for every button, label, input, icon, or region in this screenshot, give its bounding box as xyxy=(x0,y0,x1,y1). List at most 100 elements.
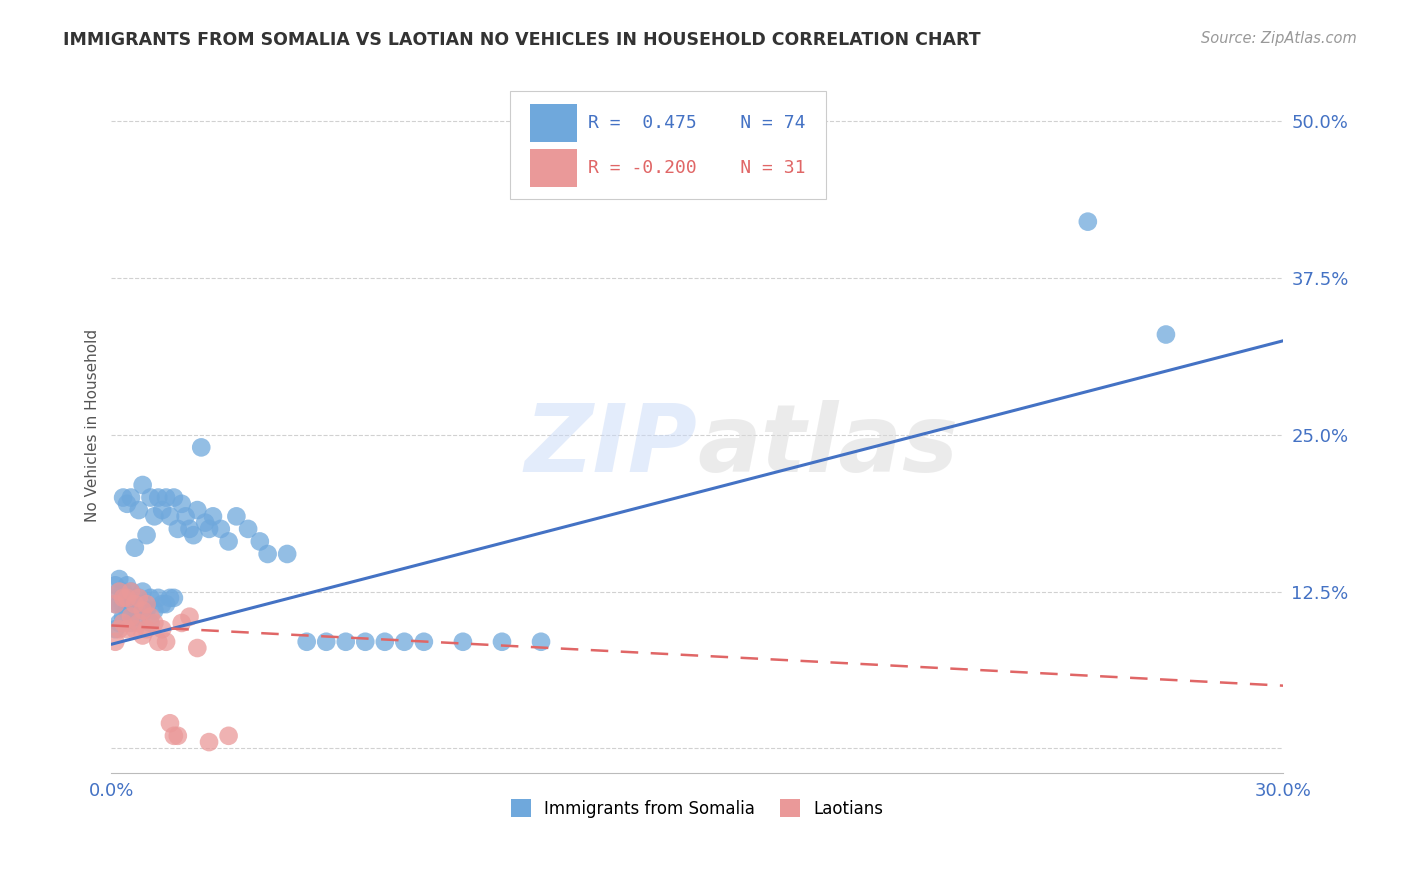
Point xyxy=(115,603,138,617)
Text: atlas: atlas xyxy=(697,401,959,492)
FancyBboxPatch shape xyxy=(530,103,576,142)
Point xyxy=(131,478,153,492)
Point xyxy=(112,597,135,611)
Point xyxy=(120,584,142,599)
Point xyxy=(104,597,127,611)
Point xyxy=(128,503,150,517)
Point xyxy=(104,597,127,611)
Point xyxy=(131,584,153,599)
Point xyxy=(179,609,201,624)
Point xyxy=(190,441,212,455)
Point xyxy=(186,503,208,517)
Point xyxy=(104,634,127,648)
Point xyxy=(128,615,150,630)
Point xyxy=(163,729,186,743)
Point xyxy=(108,584,131,599)
Point xyxy=(143,509,166,524)
Point xyxy=(115,578,138,592)
Point xyxy=(198,522,221,536)
Point xyxy=(128,591,150,605)
Point xyxy=(174,509,197,524)
Text: IMMIGRANTS FROM SOMALIA VS LAOTIAN NO VEHICLES IN HOUSEHOLD CORRELATION CHART: IMMIGRANTS FROM SOMALIA VS LAOTIAN NO VE… xyxy=(63,31,981,49)
Point xyxy=(198,735,221,749)
Point xyxy=(148,591,170,605)
Point xyxy=(112,615,135,630)
Point xyxy=(131,628,153,642)
Point xyxy=(135,528,157,542)
Point xyxy=(150,597,173,611)
Text: R = -0.200    N = 31: R = -0.200 N = 31 xyxy=(588,159,806,177)
Point xyxy=(179,522,201,536)
Point xyxy=(108,584,131,599)
Point xyxy=(412,634,434,648)
Point xyxy=(166,729,188,743)
Point xyxy=(335,634,357,648)
Point xyxy=(108,615,131,630)
Point xyxy=(135,622,157,636)
Point xyxy=(276,547,298,561)
Point xyxy=(394,634,416,648)
Point xyxy=(236,522,259,536)
Point xyxy=(115,591,138,605)
Point xyxy=(159,716,181,731)
Point xyxy=(128,591,150,605)
Point xyxy=(120,584,142,599)
Point xyxy=(170,615,193,630)
Point xyxy=(139,491,162,505)
Y-axis label: No Vehicles in Household: No Vehicles in Household xyxy=(86,329,100,522)
Point xyxy=(135,597,157,611)
Point xyxy=(124,622,146,636)
Point xyxy=(131,597,153,611)
Point xyxy=(530,634,553,648)
Point xyxy=(112,591,135,605)
Point xyxy=(374,634,396,648)
Point xyxy=(491,634,513,648)
Text: R =  0.475    N = 74: R = 0.475 N = 74 xyxy=(588,113,806,132)
Point xyxy=(163,491,186,505)
Point xyxy=(295,634,318,648)
Point xyxy=(148,634,170,648)
Point xyxy=(128,603,150,617)
Point xyxy=(135,603,157,617)
Point xyxy=(218,729,240,743)
Point xyxy=(163,591,186,605)
Point xyxy=(115,591,138,605)
Point xyxy=(104,578,127,592)
Point xyxy=(115,497,138,511)
Point xyxy=(159,591,181,605)
Point xyxy=(124,541,146,555)
Point xyxy=(170,497,193,511)
Point xyxy=(166,522,188,536)
Point xyxy=(120,609,142,624)
Point xyxy=(194,516,217,530)
Point xyxy=(108,597,131,611)
Legend: Immigrants from Somalia, Laotians: Immigrants from Somalia, Laotians xyxy=(505,793,890,824)
Point xyxy=(1154,327,1177,342)
Point xyxy=(225,509,247,524)
Point xyxy=(249,534,271,549)
Point xyxy=(120,615,142,630)
Point xyxy=(315,634,337,648)
Point xyxy=(120,491,142,505)
Point xyxy=(104,622,127,636)
Point xyxy=(159,509,181,524)
Point xyxy=(139,615,162,630)
Point xyxy=(183,528,205,542)
Point xyxy=(209,522,232,536)
Point xyxy=(120,597,142,611)
Point xyxy=(1077,214,1099,228)
Point xyxy=(124,597,146,611)
Text: ZIP: ZIP xyxy=(524,401,697,492)
Point xyxy=(218,534,240,549)
Point xyxy=(108,572,131,586)
Point xyxy=(186,640,208,655)
Point xyxy=(150,503,173,517)
Point xyxy=(108,622,131,636)
FancyBboxPatch shape xyxy=(530,149,576,187)
Point xyxy=(112,491,135,505)
Point xyxy=(256,547,278,561)
Point xyxy=(112,584,135,599)
Point xyxy=(143,603,166,617)
Point xyxy=(143,615,166,630)
Point xyxy=(139,609,162,624)
